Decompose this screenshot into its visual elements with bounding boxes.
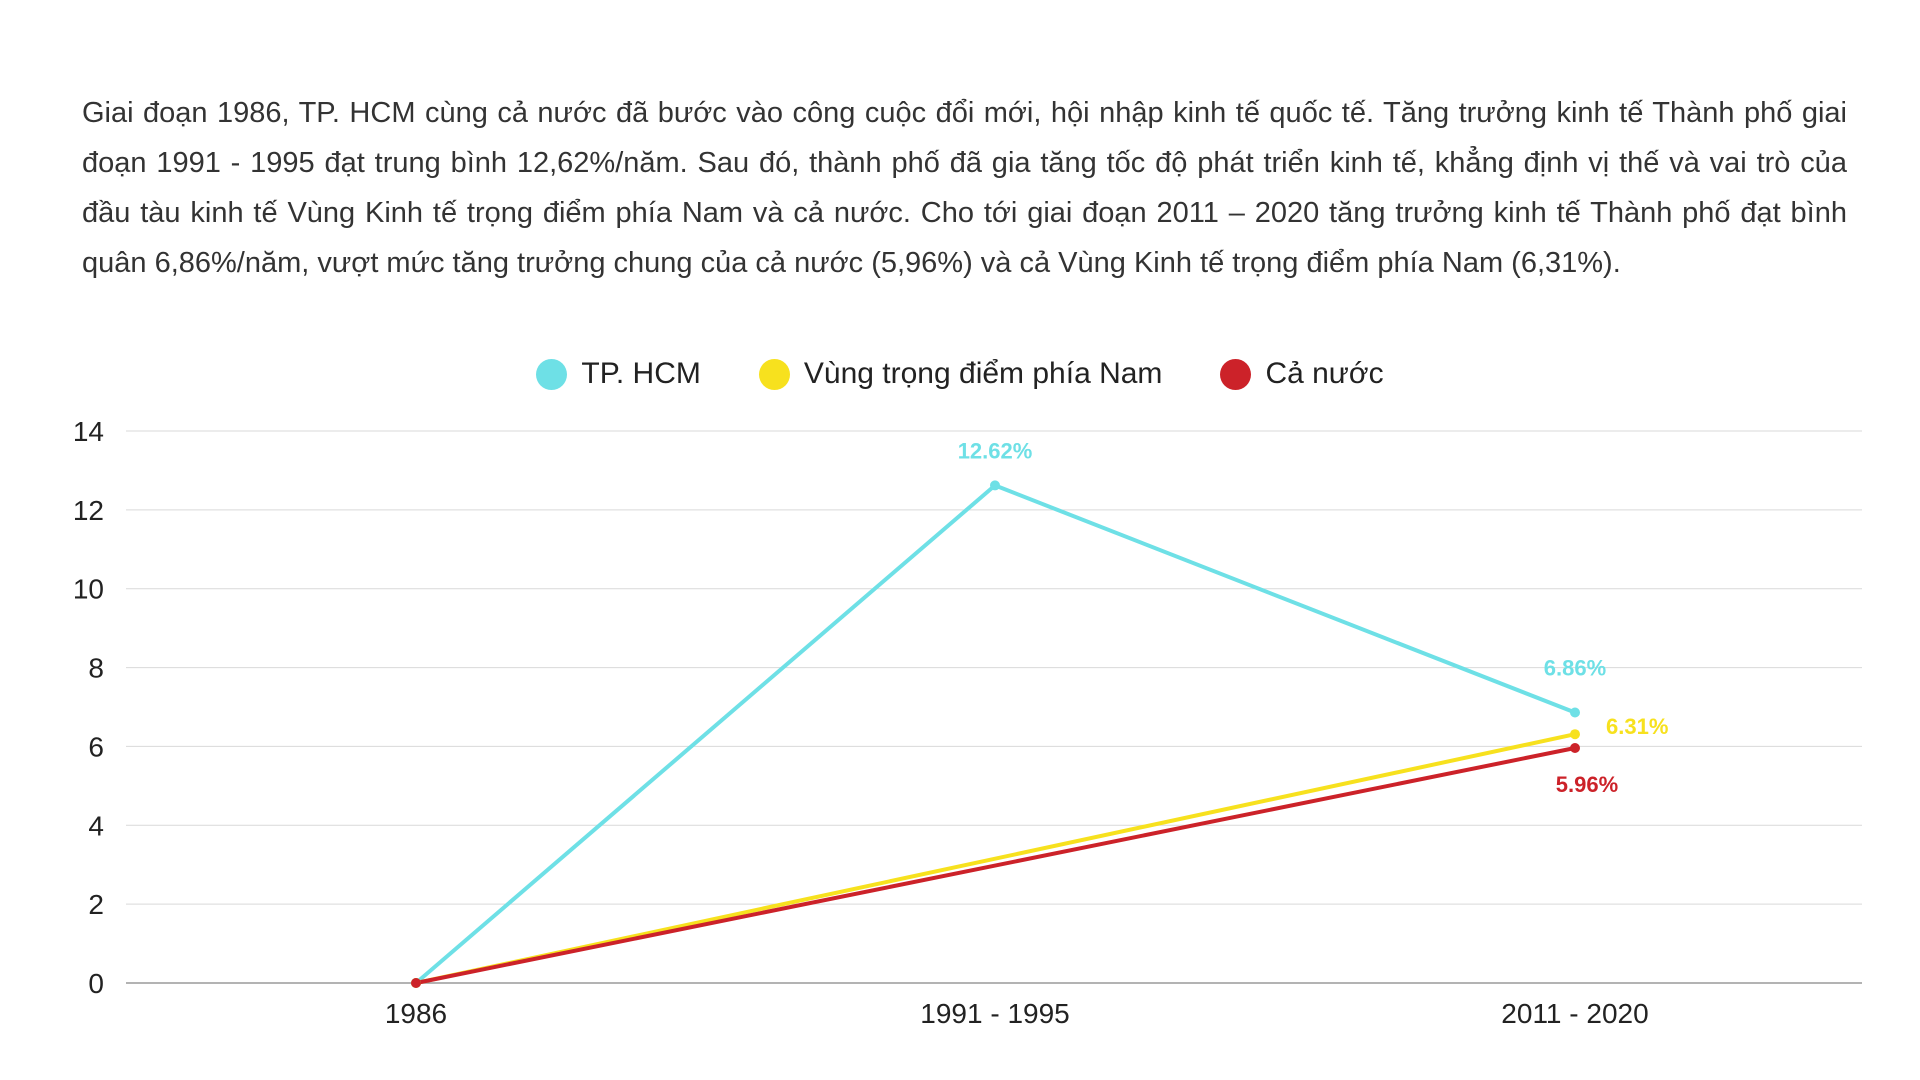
legend-item-vung-trong-diem: Vùng trọng điểm phía Nam <box>758 357 1163 391</box>
x-tick-label: 1991 - 1995 <box>920 998 1069 1029</box>
data-point-ca-nuoc <box>1570 743 1580 754</box>
legend-marker-tp-hcm <box>536 358 568 390</box>
data-label-vung-trong-diem-phia-nam: 6.31% <box>1606 714 1668 739</box>
legend-label-tp-hcm: TP. HCM <box>581 357 701 390</box>
data-label-ca-nuoc: 5.96% <box>1556 772 1618 797</box>
y-tick-label: 12 <box>73 495 104 526</box>
legend-item-ca-nuoc: Cả nước <box>1220 357 1384 391</box>
x-tick-label: 2011 - 2020 <box>1501 998 1648 1029</box>
series-points <box>411 480 1580 988</box>
data-label-tp-hcm: 12.62% <box>958 438 1033 463</box>
legend-label-vung-trong-diem: Vùng trọng điểm phía Nam <box>803 357 1163 390</box>
intro-paragraph: Giai đoạn 1986, TP. HCM cùng cả nước đã … <box>82 97 1847 279</box>
series-line-vung-trong-diem-phia-nam <box>414 732 1577 985</box>
legend-marker-vung-trong-diem <box>758 358 790 390</box>
chart-legend: TP. HCM Vùng trọng điểm phía Nam Cả nước <box>0 352 1920 396</box>
legend-marker-ca-nuoc <box>1220 358 1252 390</box>
y-tick-label: 6 <box>88 731 104 762</box>
data-labels: 12.62% 6.86% 6.31% 5.96% <box>958 438 1669 797</box>
y-tick-label: 2 <box>88 889 104 920</box>
y-tick-label: 0 <box>88 968 104 999</box>
x-tick-label: 1986 <box>385 998 447 1029</box>
y-tick-label: 14 <box>73 416 104 447</box>
legend-label-ca-nuoc: Cả nước <box>1265 357 1384 390</box>
series-lines <box>414 483 1577 985</box>
x-axis-ticks: 1986 1991 - 1995 2011 - 2020 <box>385 998 1649 1029</box>
gridlines <box>126 430 1862 984</box>
y-axis-ticks: 0 2 4 6 8 10 12 14 <box>73 416 104 999</box>
data-point-tp-hcm <box>990 480 1000 491</box>
line-chart: 0 2 4 6 8 10 12 14 1986 1991 - 1995 2011 - 2020 1… <box>73 416 1862 1029</box>
data-label-tp-hcm: 6.86% <box>1544 656 1606 681</box>
data-point-tp-hcm <box>1570 707 1580 718</box>
y-tick-label: 8 <box>88 653 104 684</box>
series-line-tp-hcm <box>414 483 1577 985</box>
y-tick-label: 10 <box>73 574 104 605</box>
data-point-vung-trong-diem-phia-nam <box>1570 729 1580 740</box>
y-tick-label: 4 <box>88 810 104 841</box>
data-point-ca-nuoc <box>411 978 421 988</box>
series-line-ca-nuoc <box>414 746 1577 985</box>
legend-item-tp-hcm: TP. HCM <box>536 357 701 391</box>
